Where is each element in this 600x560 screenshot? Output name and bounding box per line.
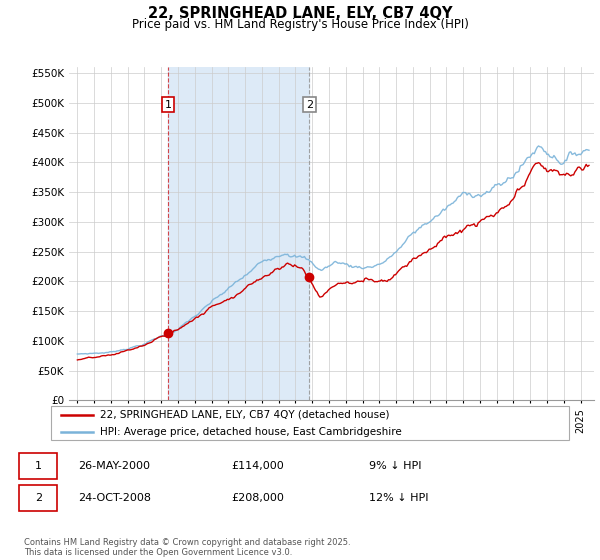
FancyBboxPatch shape bbox=[19, 453, 57, 479]
Bar bbox=[168, 67, 309, 400]
Text: Contains HM Land Registry data © Crown copyright and database right 2025.
This d: Contains HM Land Registry data © Crown c… bbox=[24, 538, 350, 557]
Text: 22, SPRINGHEAD LANE, ELY, CB7 4QY (detached house): 22, SPRINGHEAD LANE, ELY, CB7 4QY (detac… bbox=[101, 409, 390, 419]
Text: 2: 2 bbox=[305, 100, 313, 110]
Text: 9% ↓ HPI: 9% ↓ HPI bbox=[369, 461, 422, 471]
Text: 22, SPRINGHEAD LANE, ELY, CB7 4QY: 22, SPRINGHEAD LANE, ELY, CB7 4QY bbox=[148, 6, 452, 21]
Text: £208,000: £208,000 bbox=[231, 493, 284, 503]
Text: Price paid vs. HM Land Registry's House Price Index (HPI): Price paid vs. HM Land Registry's House … bbox=[131, 18, 469, 31]
Text: 26-MAY-2000: 26-MAY-2000 bbox=[78, 461, 150, 471]
FancyBboxPatch shape bbox=[50, 406, 569, 441]
Text: HPI: Average price, detached house, East Cambridgeshire: HPI: Average price, detached house, East… bbox=[101, 427, 402, 437]
Text: £114,000: £114,000 bbox=[231, 461, 284, 471]
Text: 1: 1 bbox=[164, 100, 172, 110]
FancyBboxPatch shape bbox=[19, 486, 57, 511]
Text: 2: 2 bbox=[35, 493, 42, 503]
Text: 1: 1 bbox=[35, 461, 42, 471]
Text: 24-OCT-2008: 24-OCT-2008 bbox=[78, 493, 151, 503]
Text: 12% ↓ HPI: 12% ↓ HPI bbox=[369, 493, 428, 503]
